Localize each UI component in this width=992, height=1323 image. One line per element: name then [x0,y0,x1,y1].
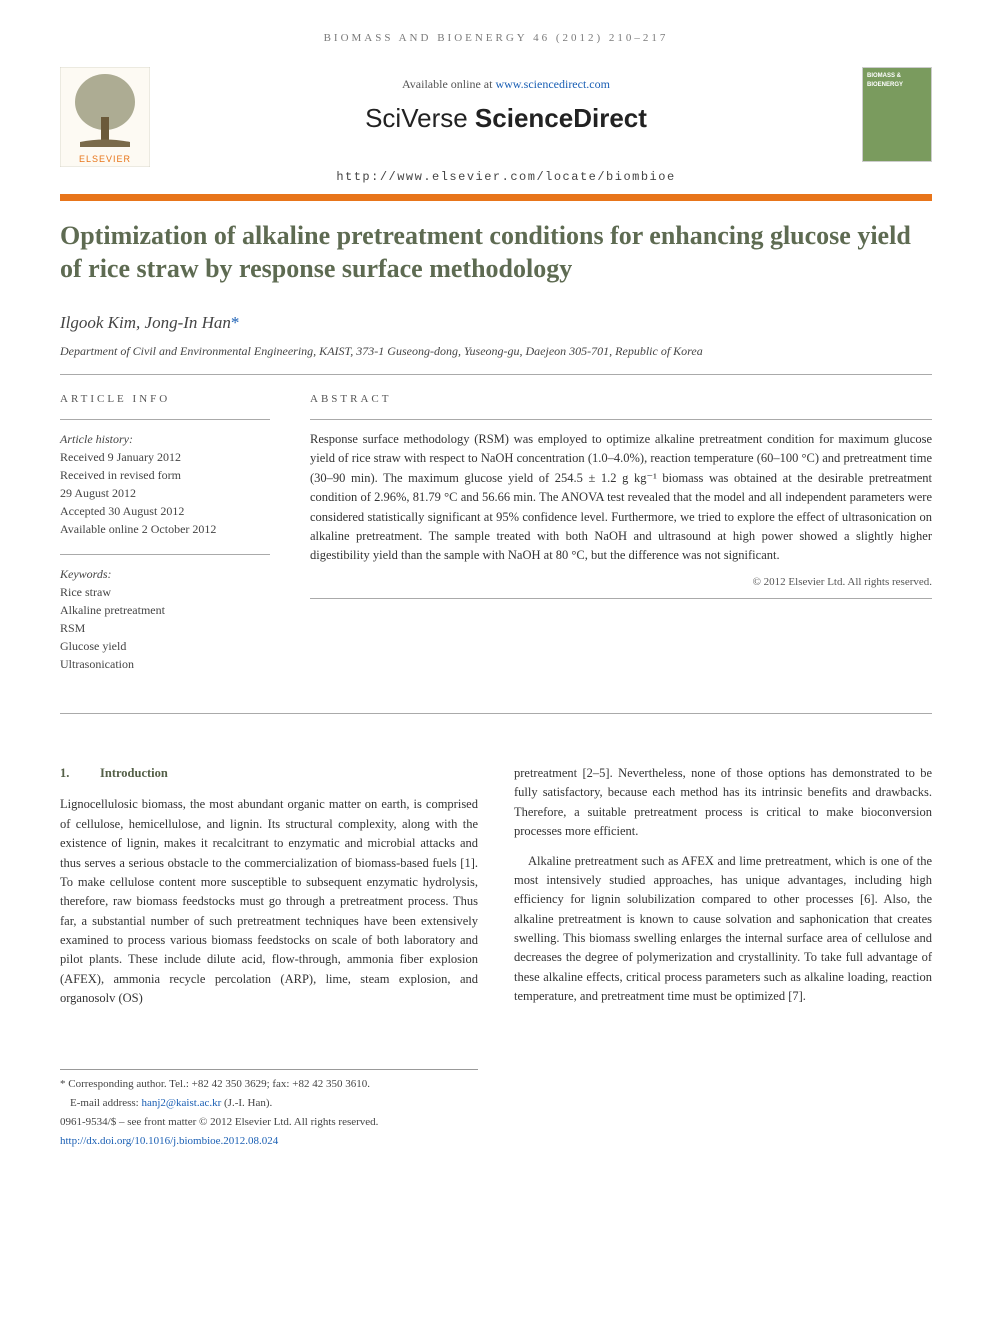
sciencedirect-text: ScienceDirect [475,103,647,133]
abstract-separator [310,419,932,420]
svg-text:ELSEVIER: ELSEVIER [79,154,131,164]
keyword-item: Rice straw [60,583,270,601]
available-prefix: Available online at [402,77,495,91]
history-label: Article history: [60,430,270,448]
author-names: Ilgook Kim, Jong-In Han [60,313,231,332]
doi-line: http://dx.doi.org/10.1016/j.biombioe.201… [60,1133,478,1150]
intro-paragraph-1: Lignocellulosic biomass, the most abunda… [60,795,478,1008]
body-column-right: pretreatment [2–5]. Nevertheless, none o… [514,764,932,1152]
body-top-separator [60,713,932,714]
sciencedirect-link[interactable]: www.sciencedirect.com [495,77,610,91]
body-column-left: 1.Introduction Lignocellulosic biomass, … [60,764,478,1152]
body-two-column: 1.Introduction Lignocellulosic biomass, … [60,764,932,1152]
footnotes-block: * Corresponding author. Tel.: +82 42 350… [60,1069,478,1150]
abstract-copyright: © 2012 Elsevier Ltd. All rights reserved… [310,574,932,591]
article-info-heading: ARTICLE INFO [60,391,270,408]
revised-line2: 29 August 2012 [60,484,270,502]
received-date: Received 9 January 2012 [60,448,270,466]
article-info-column: ARTICLE INFO Article history: Received 9… [60,391,270,690]
doi-link[interactable]: 10.1016/j.biombioe.2012.08.024 [134,1135,278,1147]
journal-citation-header: BIOMASS AND BIOENERGY 46 (2012) 210–217 [60,30,932,47]
elsevier-logo: ELSEVIER [60,67,150,167]
intro-paragraph-3: Alkaline pretreatment such as AFEX and l… [514,852,932,1007]
article-title: Optimization of alkaline pretreatment co… [60,219,932,287]
corresponding-asterisk: * [231,313,240,332]
keyword-item: Alkaline pretreatment [60,601,270,619]
header-center: Available online at www.sciencedirect.co… [150,67,862,186]
issn-copyright: 0961-9534/$ – see front matter © 2012 El… [60,1114,478,1131]
abstract-heading: ABSTRACT [310,391,932,408]
available-online-line: Available online at www.sciencedirect.co… [150,75,862,93]
email-label: E-mail address: [70,1097,141,1109]
section-1-heading: 1.Introduction [60,764,478,783]
affiliation: Department of Civil and Environmental En… [60,342,932,360]
doi-base-link[interactable]: http://dx.doi.org/ [60,1135,134,1147]
section-title: Introduction [100,766,168,780]
keyword-item: Ultrasonication [60,655,270,673]
author-list: Ilgook Kim, Jong-In Han* [60,310,932,336]
sciverse-text: SciVerse [365,103,475,133]
abstract-column: ABSTRACT Response surface methodology (R… [310,391,932,690]
author-email-link[interactable]: hanj2@kaist.ac.kr [141,1097,221,1109]
article-meta-row: ARTICLE INFO Article history: Received 9… [60,375,932,714]
online-date: Available online 2 October 2012 [60,520,270,538]
abstract-bottom-separator [310,598,932,599]
publisher-header-row: ELSEVIER Available online at www.science… [60,67,932,186]
keyword-item: RSM [60,619,270,637]
abstract-text: Response surface methodology (RSM) was e… [310,430,932,566]
accepted-date: Accepted 30 August 2012 [60,502,270,520]
intro-paragraph-2: pretreatment [2–5]. Nevertheless, none o… [514,764,932,842]
cover-title: BIOMASS & BIOENERGY [863,68,931,94]
divider-bar-orange [60,194,932,201]
section-number: 1. [60,764,100,783]
sciencedirect-brand: SciVerse ScienceDirect [150,99,862,138]
journal-cover-thumbnail: BIOMASS & BIOENERGY [862,67,932,162]
email-line: E-mail address: hanj2@kaist.ac.kr (J.-I.… [60,1095,478,1112]
email-suffix: (J.-I. Han). [221,1097,272,1109]
journal-homepage-url: http://www.elsevier.com/locate/biombioe [150,168,862,186]
keyword-item: Glucose yield [60,637,270,655]
revised-line1: Received in revised form [60,466,270,484]
keywords-label: Keywords: [60,565,270,583]
corresponding-author-note: * Corresponding author. Tel.: +82 42 350… [60,1076,478,1093]
